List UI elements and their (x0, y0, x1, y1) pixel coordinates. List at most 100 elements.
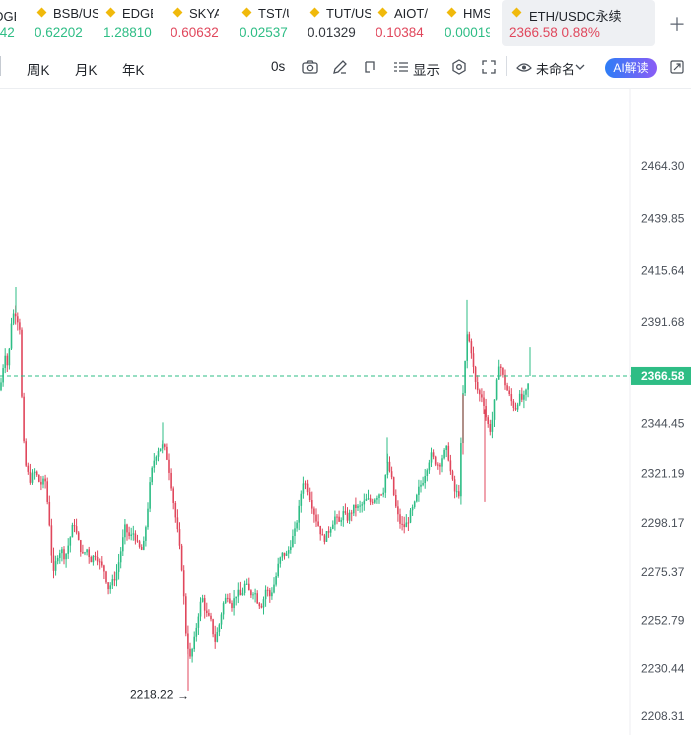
candle-body (399, 514, 401, 524)
y-tick-label: 2298.17 (641, 516, 685, 530)
candle-body (10, 323, 13, 349)
candle-body (308, 492, 311, 501)
display-button[interactable]: 显示 (413, 63, 440, 78)
pencil-icon[interactable] (331, 58, 349, 76)
candle-body (59, 553, 61, 558)
candle-body (243, 583, 246, 593)
camera-icon[interactable] (301, 58, 319, 76)
candle-body (453, 479, 456, 492)
chart-toolbar: 周K 月K 年K 0s 显示 未命名 AI解读 (0, 46, 691, 89)
candle-body (380, 494, 382, 496)
candle-body (359, 505, 361, 507)
price-chart[interactable]: 2464.30 2439.85 2415.64 2391.68 2344.45 2321.… (0, 88, 691, 735)
candle-body (321, 534, 324, 536)
ticker-tab[interactable]: SKYAI/USDT 0.60632 (171, 0, 219, 46)
candle-body (231, 603, 233, 609)
last-price-tag (631, 366, 691, 385)
candle-body (237, 589, 240, 597)
candle-body (378, 494, 380, 498)
candle-body (103, 565, 105, 572)
candle-body (395, 495, 397, 507)
candle-body (420, 484, 422, 487)
y-tick-label: 2344.45 (641, 417, 685, 431)
coin-icon (241, 7, 252, 18)
candle-body (411, 506, 414, 511)
candle-body (527, 383, 529, 390)
interval-year-button[interactable]: 年K (122, 63, 145, 78)
ticker-tab[interactable]: AIOT/USDT 0.10384 (376, 0, 429, 46)
interval-month-button[interactable]: 月K (75, 63, 98, 78)
candle-body (317, 521, 319, 526)
ai-analysis-button[interactable]: AI解读 (605, 58, 657, 78)
candle-body (397, 506, 399, 515)
candle-body (50, 525, 53, 556)
coin-icon (105, 7, 116, 18)
last-price-tag-label: 2366.58 (641, 369, 685, 383)
candle-body (422, 483, 424, 485)
layout-name[interactable]: 未命名 (536, 62, 576, 77)
candle-body (363, 500, 366, 505)
candle-body (170, 472, 172, 489)
candle-body (439, 464, 441, 467)
candle-body (90, 557, 93, 563)
layout-icon[interactable] (515, 58, 533, 76)
undo-icon[interactable] (361, 58, 379, 76)
candle-body (189, 648, 191, 657)
candle-body (269, 590, 271, 597)
toolbar-divider (506, 56, 511, 76)
fullscreen-icon[interactable] (480, 58, 498, 76)
ticker-symbol: ETH/USDC永续 (529, 9, 622, 24)
candle-body (178, 529, 181, 546)
candle-body (294, 528, 296, 537)
share-icon[interactable] (668, 58, 686, 76)
candle-body (483, 397, 485, 406)
indicator-icon[interactable] (392, 58, 410, 76)
candle-body (96, 556, 99, 562)
candle-body (512, 401, 515, 408)
ticker-tab[interactable]: EDGE/USDT 1.28810 (104, 0, 153, 46)
candle-body (458, 491, 460, 497)
ticker-tab[interactable]: HMSTR/USDT 0.00019 (445, 0, 490, 46)
candle-body (277, 563, 279, 577)
ticker-tab[interactable]: BSB/USDT 0.62202 (35, 0, 98, 46)
ticker-tab[interactable]: TUT/USDT 0.01329 (308, 0, 371, 46)
candle-body (369, 498, 372, 502)
candle-body (323, 535, 326, 542)
candle-body (216, 631, 219, 642)
ticker-tab[interactable]: TST/USDT 0.02537 (240, 0, 289, 46)
settings-icon[interactable] (450, 58, 468, 76)
candle-body (334, 516, 336, 525)
candle-body (329, 528, 332, 533)
candle-body (220, 614, 223, 625)
candle-body (140, 546, 143, 550)
candle-body (285, 553, 288, 556)
candle-body (493, 399, 496, 420)
candle-body (258, 603, 261, 607)
y-tick-label: 2439.85 (641, 212, 685, 226)
candle-body (75, 526, 78, 533)
candle-body (296, 522, 298, 529)
candle-body (117, 562, 120, 572)
candle-body (124, 524, 126, 538)
chevron-down-icon[interactable] (574, 58, 586, 76)
ticker-tab[interactable]: ETH/USDC永续 2366.58 0.88% (502, 0, 655, 46)
candle-body (109, 585, 111, 590)
candle-body (481, 394, 483, 398)
ticker-tab[interactable]: DOGE/USDC永续0.19642 (0, 0, 16, 46)
candle-body (35, 471, 38, 475)
candle-body (6, 355, 9, 366)
plus-icon[interactable]: ＋ (668, 15, 686, 35)
candle-body (212, 619, 214, 635)
candle-body (227, 597, 229, 599)
candle-body (374, 499, 376, 503)
candle-body (487, 417, 489, 424)
interval-week-button[interactable]: 周K (27, 63, 50, 78)
candle-body (113, 579, 116, 581)
candle-body (23, 396, 25, 442)
candle-body (111, 579, 114, 586)
ticker-price: 0.01329 (308, 25, 356, 40)
coin-icon (377, 7, 388, 18)
candle-body (235, 596, 237, 599)
candle-body (348, 512, 351, 521)
candle-body (233, 598, 235, 609)
